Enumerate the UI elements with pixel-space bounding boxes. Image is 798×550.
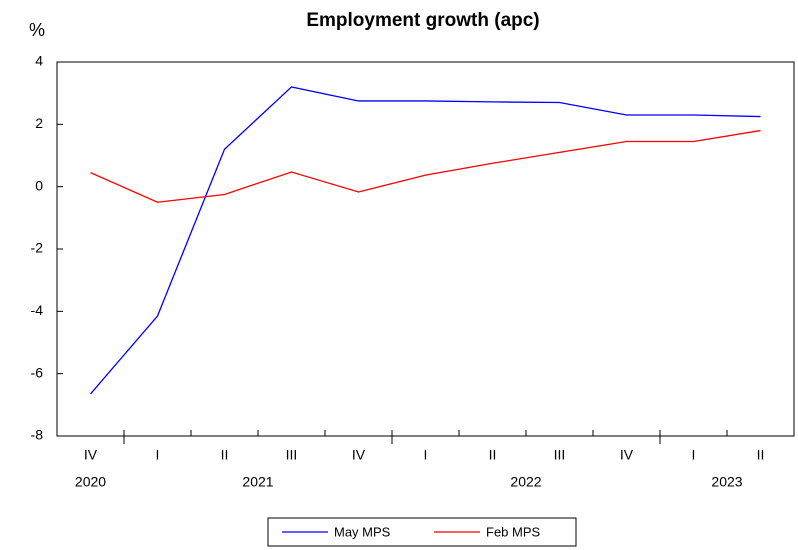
x-tick-label: I <box>156 447 160 463</box>
y-axis-label: % <box>29 20 45 40</box>
y-tick-label: 0 <box>35 177 43 193</box>
x-tick-label: IV <box>352 447 366 463</box>
x-tick-label: IV <box>620 447 634 463</box>
legend-label: Feb MPS <box>486 524 541 539</box>
y-tick-label: 4 <box>35 53 43 69</box>
series-line <box>90 86 761 395</box>
y-tick-label: -8 <box>31 427 44 443</box>
y-tick-label: -6 <box>31 364 44 380</box>
x-tick-label: I <box>424 447 428 463</box>
x-tick-label: III <box>554 447 566 463</box>
y-tick-label: -4 <box>31 302 44 318</box>
y-tick-label: 2 <box>35 115 43 131</box>
legend-label: May MPS <box>334 524 391 539</box>
x-tick-label: III <box>286 447 298 463</box>
plot-frame <box>56 61 795 437</box>
series-line <box>90 129 761 203</box>
chart-title: Employment growth (apc) <box>306 10 539 31</box>
year-label: 2022 <box>510 474 541 490</box>
x-tick-label: II <box>221 447 229 463</box>
year-label: 2020 <box>75 474 106 490</box>
year-label: 2023 <box>711 474 742 490</box>
x-tick-label: II <box>489 447 497 463</box>
year-label: 2021 <box>242 474 273 490</box>
x-tick-label: I <box>692 447 696 463</box>
x-tick-label: II <box>757 447 765 463</box>
y-tick-label: -2 <box>31 240 44 256</box>
x-tick-label: IV <box>84 447 98 463</box>
